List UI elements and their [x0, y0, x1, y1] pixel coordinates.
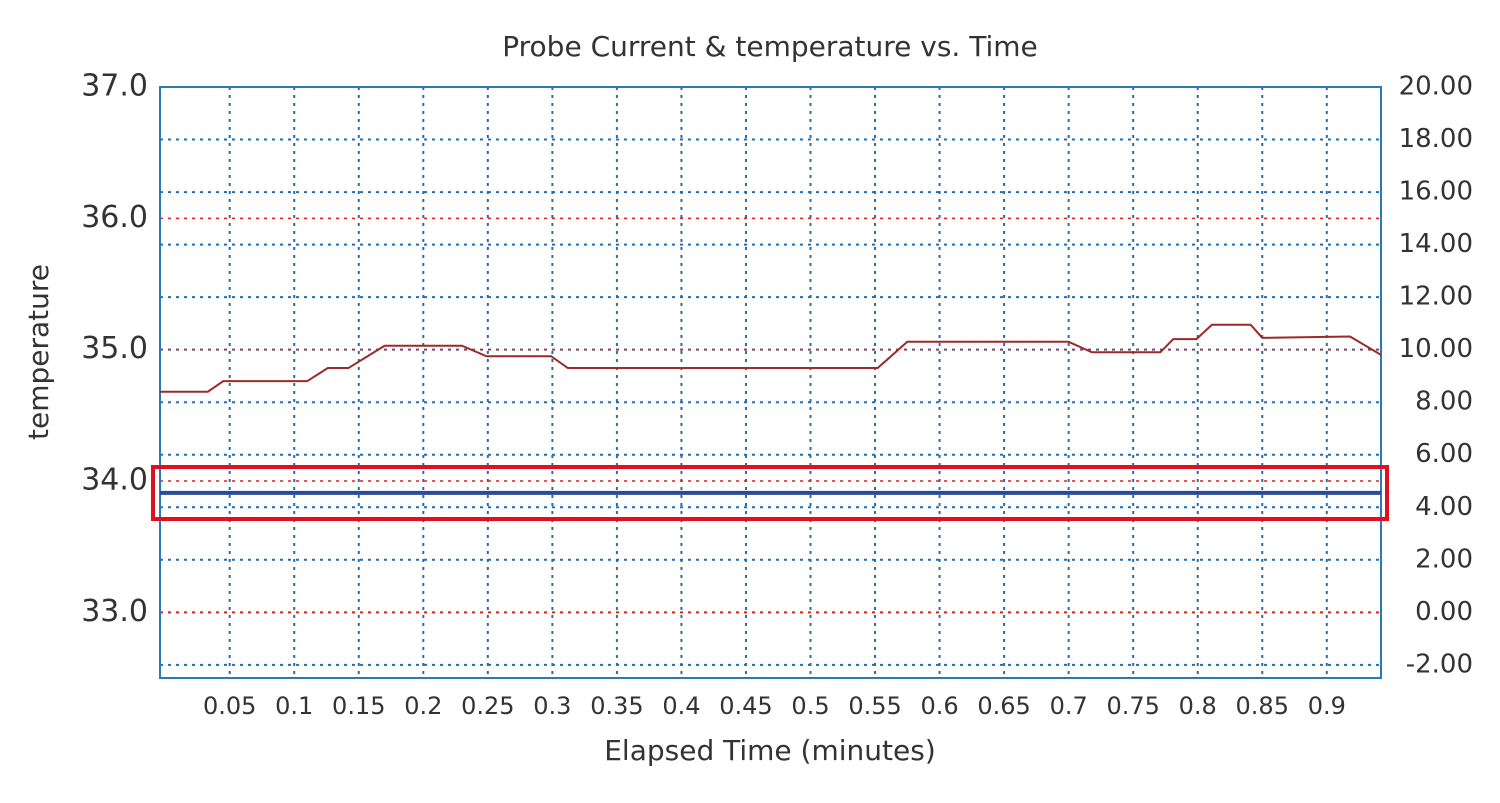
x-axis-label: Elapsed Time (minutes): [604, 734, 936, 767]
x-tick-label: 0.2: [404, 692, 442, 720]
y-tick-label: 35.0: [81, 331, 148, 366]
x-tick-label: 0.75: [1106, 692, 1159, 720]
x-tick-label: 0.65: [977, 692, 1030, 720]
grid: [159, 86, 1382, 679]
x-tick-label: 0.3: [533, 692, 571, 720]
y2-tick-label: -2.00: [1406, 649, 1473, 679]
y2-tick-label: 16.00: [1399, 177, 1473, 207]
x-tick-label: 0.35: [590, 692, 643, 720]
y-tick-label: 34.0: [81, 463, 148, 498]
y-axis-label: temperature: [22, 264, 55, 440]
y2-tick-label: 10.00: [1399, 334, 1473, 364]
x-tick-label: 0.8: [1179, 692, 1217, 720]
series-line: [160, 323, 1382, 393]
y-tick-label: 33.0: [81, 594, 148, 629]
y2-tick-label: 2.00: [1415, 544, 1473, 574]
x-tick-label: 0.4: [662, 692, 700, 720]
x-tick-label: 0.5: [791, 692, 829, 720]
y2-tick-label: 8.00: [1415, 387, 1473, 417]
plot: [160, 323, 1382, 495]
plot-frame: [159, 86, 1382, 679]
y2-tick-label: 0.00: [1415, 597, 1473, 627]
x-tick-label: 0.7: [1050, 692, 1088, 720]
x-tick-label: 0.55: [848, 692, 901, 720]
x-tick-label: 0.9: [1308, 692, 1346, 720]
y2-tick-label: 20.00: [1399, 72, 1473, 102]
y2-tick-label: 6.00: [1415, 439, 1473, 469]
y-tick-label: 37.0: [81, 69, 148, 104]
y2-tick-label: 14.00: [1399, 229, 1473, 259]
x-tick-label: 0.25: [461, 692, 514, 720]
x-tick-label: 0.45: [719, 692, 772, 720]
highlight-box: [151, 465, 1389, 521]
y2-tick-label: 12.00: [1399, 282, 1473, 312]
y2-tick-label: 4.00: [1415, 492, 1473, 522]
y-tick-label: 36.0: [81, 200, 148, 235]
x-tick-label: 0.05: [203, 692, 256, 720]
x-tick-label: 0.85: [1236, 692, 1289, 720]
chart-title: Probe Current & temperature vs. Time: [502, 30, 1038, 63]
x-tick-label: 0.6: [920, 692, 958, 720]
x-tick-label: 0.15: [332, 692, 385, 720]
y2-tick-label: 18.00: [1399, 124, 1473, 154]
x-tick-label: 0.1: [275, 692, 313, 720]
